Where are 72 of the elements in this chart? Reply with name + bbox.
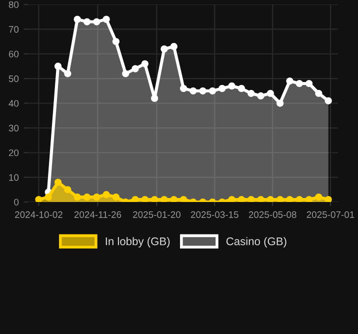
point [266,90,274,97]
point [74,16,81,23]
y-tick-label: 0 [14,198,19,206]
point [248,90,255,97]
point [257,92,264,100]
point [228,82,236,90]
point [324,196,332,202]
point [248,196,255,202]
y-tick-label: 20 [8,149,19,156]
point [286,77,294,85]
point [54,62,62,70]
point [238,196,245,202]
point [93,18,100,26]
point [44,194,52,201]
point [208,87,216,94]
point [276,196,284,202]
point [160,196,168,202]
y-tick-label: 60 [8,50,19,58]
point [296,80,303,88]
x-tick-label: 2025-03-15 [190,211,238,218]
point [112,194,120,201]
point [160,45,168,52]
point [180,196,188,202]
point [305,196,313,202]
point [151,94,158,102]
point [238,84,245,92]
x-tick-label: 2024-11-26 [74,211,122,218]
y-tick-label: 70 [8,26,19,33]
point [296,196,303,202]
point [64,70,72,78]
y-tick-label: 30 [8,124,19,132]
point [141,60,148,68]
point [228,196,236,202]
point [266,196,274,202]
point [170,196,178,202]
point [64,186,72,194]
y-tick-label: 50 [8,75,19,82]
x-tick-label: 2025-05-08 [248,211,296,218]
point [83,194,91,201]
point [102,16,110,23]
point [93,194,100,201]
point [83,18,91,26]
point [190,87,197,94]
point [305,80,313,88]
x-tick-label: 2024-10-02 [15,211,62,218]
point [170,42,178,50]
point [257,196,264,202]
x-tick-label: 2025-01-20 [133,211,181,218]
point [151,196,158,202]
point [54,178,62,186]
point [315,90,322,97]
y-tick-label: 10 [9,174,19,181]
point [324,97,332,104]
legend-label: Casino (GB) [226,237,286,248]
point [102,191,110,198]
point [199,87,206,94]
point [276,100,284,107]
point [112,38,120,46]
x-tick-label: 2025-07-01 [306,211,354,218]
point [218,84,226,92]
y-tick-label: 40 [8,100,19,107]
y-tick-label: 80 [8,1,19,8]
point [74,194,81,201]
point [141,196,148,202]
point [286,196,294,202]
point [132,65,139,72]
point [122,70,130,78]
point [35,196,42,202]
point [132,196,139,202]
point [315,194,322,201]
point [180,84,188,92]
legend-label: In lobby (GB) [106,237,170,248]
